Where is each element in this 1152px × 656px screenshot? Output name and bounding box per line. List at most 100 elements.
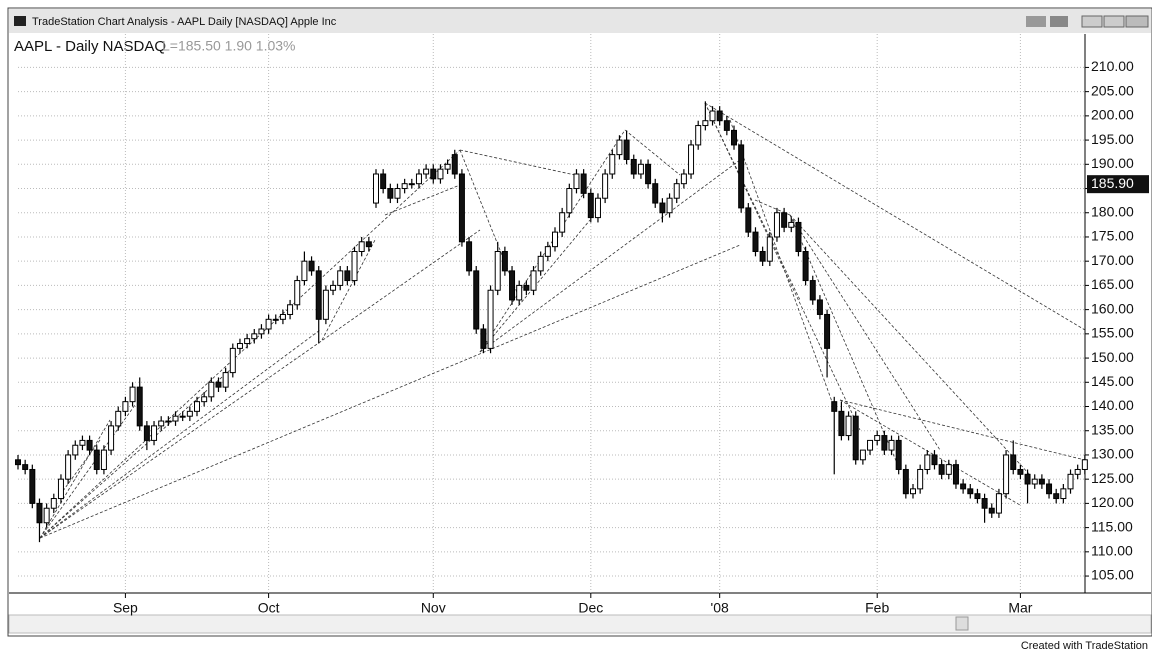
candle-body xyxy=(287,304,294,315)
candle-body xyxy=(330,284,337,291)
candle-body xyxy=(1024,473,1031,485)
candle-body xyxy=(659,202,666,214)
trendlines xyxy=(39,102,1086,539)
candle-body xyxy=(745,207,752,233)
candle-body xyxy=(337,270,344,286)
chart-title: AAPL - Daily NASDAQ xyxy=(14,38,166,55)
trendline xyxy=(39,329,321,539)
candle-body xyxy=(652,183,659,204)
y-tick-label: 110.00 xyxy=(1091,543,1133,559)
title-bar xyxy=(9,9,1151,33)
candle-body xyxy=(265,318,272,330)
trendline xyxy=(39,229,481,539)
trendline xyxy=(59,439,101,496)
trendline xyxy=(479,159,741,353)
candle-body xyxy=(537,255,544,272)
candle-body xyxy=(838,410,845,437)
candle-body xyxy=(480,328,487,349)
maximize-button[interactable] xyxy=(1103,15,1125,28)
candle-body xyxy=(938,464,945,475)
y-tick-label: 200.00 xyxy=(1091,107,1134,123)
candle-body xyxy=(93,449,100,470)
y-tick-label: 150.00 xyxy=(1091,349,1134,365)
y-tick-label: 125.00 xyxy=(1091,470,1134,486)
candle-body xyxy=(852,415,859,461)
y-tick-label: 155.00 xyxy=(1091,325,1134,341)
y-tick-label: 175.00 xyxy=(1091,228,1134,244)
candle-body xyxy=(738,144,745,209)
candle-body xyxy=(688,144,695,175)
candle-body xyxy=(1074,468,1081,475)
candle-body xyxy=(895,439,902,470)
candles xyxy=(15,101,1088,543)
trendline xyxy=(39,244,741,539)
candle-body xyxy=(251,333,258,340)
candle-body xyxy=(344,270,351,282)
candle-body xyxy=(995,493,1002,514)
candle-body xyxy=(960,483,967,490)
candle-body xyxy=(108,425,115,451)
candle-body xyxy=(881,435,888,451)
candle-body xyxy=(781,212,788,228)
candle-body xyxy=(552,231,558,248)
candle-body xyxy=(1053,493,1060,500)
candle-body xyxy=(616,139,623,156)
toolbar-button[interactable] xyxy=(1050,16,1068,27)
candle-body xyxy=(680,173,687,185)
candle-body xyxy=(544,246,551,257)
candle-body xyxy=(917,468,924,490)
candle-body xyxy=(1060,488,1067,500)
candle-body xyxy=(215,381,222,388)
scrollbar[interactable] xyxy=(8,614,1152,634)
scroll-thumb[interactable] xyxy=(955,616,969,631)
trendline xyxy=(839,399,1086,461)
candle-body xyxy=(222,372,229,388)
candle-body xyxy=(773,212,780,238)
candle-body xyxy=(415,173,422,185)
candle-body xyxy=(1010,454,1017,470)
candle-body xyxy=(609,154,616,175)
candle-body xyxy=(315,270,322,320)
candle-body xyxy=(580,173,587,194)
candle-body xyxy=(373,173,379,204)
candle-body xyxy=(158,420,165,427)
minimize-button[interactable] xyxy=(1081,15,1103,28)
candle-body xyxy=(444,163,451,170)
x-tick-label: Sep xyxy=(113,600,138,616)
candle-body xyxy=(559,212,566,233)
candle-body xyxy=(473,270,480,330)
candle-body xyxy=(122,401,129,412)
candle-body xyxy=(179,415,186,418)
trendline xyxy=(321,239,376,341)
candle-body xyxy=(322,289,329,320)
candle-body xyxy=(1046,483,1053,495)
toolbar-button[interactable] xyxy=(1026,16,1046,27)
trendline xyxy=(704,102,861,431)
candle-body xyxy=(50,498,57,509)
candle-body xyxy=(115,410,122,427)
candle-body xyxy=(351,250,358,282)
candle-body xyxy=(695,125,702,146)
y-tick-label: 105.00 xyxy=(1091,567,1134,583)
candle-body xyxy=(952,464,959,485)
candle-body xyxy=(509,270,516,301)
y-tick-label: 140.00 xyxy=(1091,397,1134,413)
candle-body xyxy=(423,168,430,175)
candle-body xyxy=(637,163,644,175)
x-tick-label: Nov xyxy=(421,600,446,616)
candle-body xyxy=(143,425,150,441)
candle-body xyxy=(666,197,673,214)
candle-body xyxy=(15,459,21,466)
candle-body xyxy=(136,386,143,427)
window-title: TradeStation Chart Analysis - AAPL Daily… xyxy=(32,16,337,28)
candle-body xyxy=(566,188,573,214)
close-button[interactable] xyxy=(1125,15,1149,28)
y-tick-label: 130.00 xyxy=(1091,446,1134,462)
candle-body xyxy=(1067,473,1074,490)
window-frame xyxy=(7,7,1152,637)
candle-body xyxy=(802,250,809,282)
trendline xyxy=(39,404,136,539)
y-tick-label: 190.00 xyxy=(1091,155,1134,171)
axes: 105.00 110.00 115.00 120.00 125.00 130.00 135.… xyxy=(113,58,1149,616)
